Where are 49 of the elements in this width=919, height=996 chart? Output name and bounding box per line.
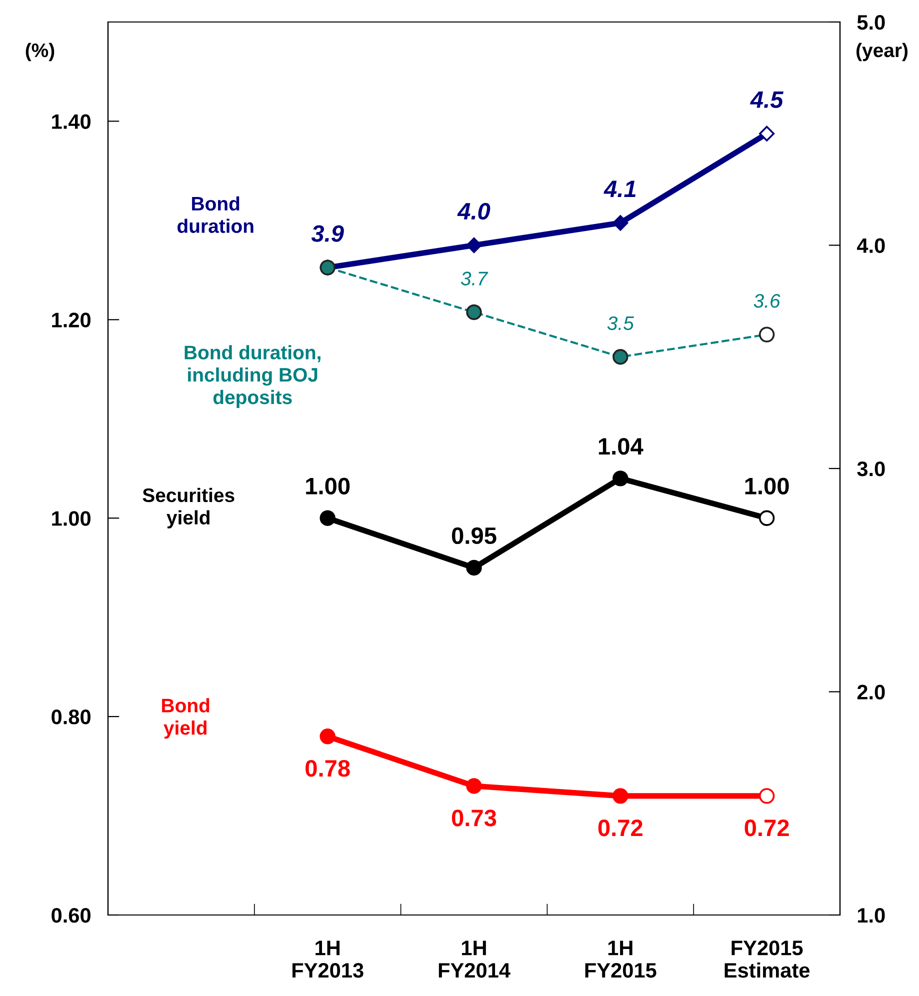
point: [758, 326, 775, 342]
text: Bond yield: [162, 698, 210, 739]
point: [612, 349, 628, 365]
data-label: 0.95: [452, 527, 496, 544]
y-tick-label: 0.60: [52, 908, 90, 923]
point: [612, 470, 628, 486]
data-label: 1.04: [598, 438, 644, 455]
y2-tick-label: 2.0: [857, 684, 885, 700]
data-label: 0.78: [306, 760, 350, 777]
x-tick-label: 1H FY2015: [585, 940, 656, 978]
point: [320, 510, 336, 526]
y2-tick-label: 3.0: [857, 462, 885, 476]
point: [758, 788, 775, 804]
data-label: 4.5: [750, 91, 784, 108]
x-tick-label: 1H FY2013: [292, 940, 364, 978]
point: [466, 237, 482, 254]
point: [466, 778, 482, 794]
data-label: 1.00: [745, 478, 789, 494]
y2-axis-title: (year): [856, 42, 908, 62]
data-label: 0.72: [598, 820, 642, 836]
point: [759, 126, 775, 142]
text: Securities yield: [142, 488, 234, 528]
data-label: 0.73: [452, 810, 496, 826]
text: Bond duration: [178, 196, 254, 233]
y2-tick-label: 4.0: [856, 238, 885, 254]
point: [466, 304, 482, 320]
y-tick-label: 1.40: [52, 114, 90, 129]
point: [758, 510, 775, 526]
y-tick-label: 0.80: [52, 710, 90, 724]
data-label: 4.0: [457, 202, 490, 220]
data-label: 3.9: [311, 225, 344, 242]
point: [320, 728, 336, 744]
data-label: 4.1: [604, 180, 636, 198]
data-label: 1.00: [306, 478, 350, 494]
point: [466, 560, 482, 576]
data-label: 3.5: [607, 316, 634, 330]
y-axis-title: (%): [26, 42, 54, 62]
y2-tick-label: 5.0: [857, 15, 885, 30]
x-tick-label: FY2015 Estimate: [724, 940, 810, 978]
y-tick-label: 1.00: [52, 511, 90, 526]
point: [612, 788, 628, 804]
data-label: 3.7: [460, 272, 488, 286]
y-tick-label: 1.20: [52, 312, 90, 328]
point: [612, 215, 628, 231]
text: Bond duration, including BOJ deposits: [184, 345, 320, 408]
y2-tick-label: 1.0: [858, 908, 885, 923]
data-label: 3.6: [754, 294, 780, 308]
data-label: 0.72: [744, 820, 789, 836]
x-tick-label: 1H FY2014: [438, 940, 510, 978]
